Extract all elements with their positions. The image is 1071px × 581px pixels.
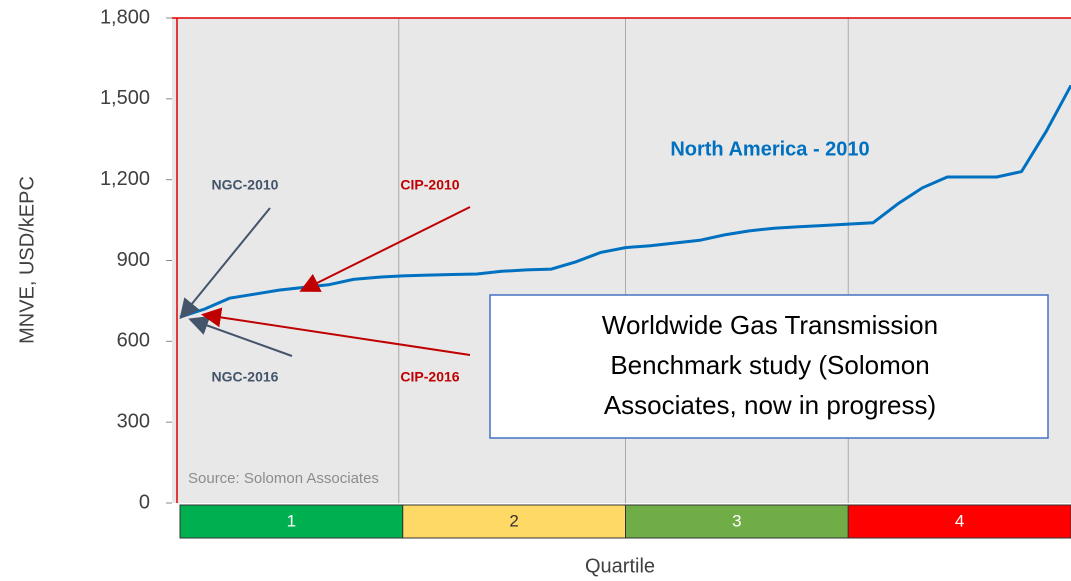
arrow bbox=[179, 207, 271, 320]
annotation: CIP-2016 bbox=[400, 369, 459, 385]
x-axis-label: Quartile bbox=[585, 555, 655, 577]
y-tick-label: 600 bbox=[117, 330, 150, 352]
textbox-line: Benchmark study (Solomon bbox=[610, 350, 929, 380]
quartile-label: 2 bbox=[509, 511, 518, 530]
series-label: North America - 2010 bbox=[670, 138, 869, 160]
y-tick-label: 1,500 bbox=[100, 87, 150, 109]
quartile-label: 1 bbox=[287, 511, 296, 530]
textbox-line: Worldwide Gas Transmission bbox=[602, 310, 938, 340]
y-tick-label: 1,800 bbox=[100, 6, 150, 28]
textbox bbox=[489, 294, 1049, 439]
annotation: CIP-2010 bbox=[400, 177, 459, 193]
quartile-label: 3 bbox=[732, 511, 741, 530]
quartile-label: 4 bbox=[955, 511, 964, 530]
y-tick-label: 0 bbox=[139, 491, 150, 513]
quartile-box bbox=[402, 504, 626, 539]
y-axis-label: MNVE, USD/kEPC bbox=[16, 176, 38, 344]
annotation: NGC-2016 bbox=[212, 369, 279, 385]
quartile-box bbox=[179, 504, 404, 539]
series-line bbox=[179, 84, 1071, 319]
y-tick-label: 300 bbox=[117, 410, 150, 432]
quartile-box bbox=[847, 504, 1071, 539]
source: Source: Solomon Associates bbox=[188, 470, 379, 487]
arrow bbox=[299, 206, 471, 292]
arrow bbox=[201, 307, 471, 356]
y-tick-label: 900 bbox=[117, 249, 150, 271]
y-tick-label: 1,200 bbox=[100, 168, 150, 190]
textbox-line: Associates, now in progress) bbox=[604, 390, 936, 420]
annotation: NGC-2010 bbox=[212, 177, 279, 193]
